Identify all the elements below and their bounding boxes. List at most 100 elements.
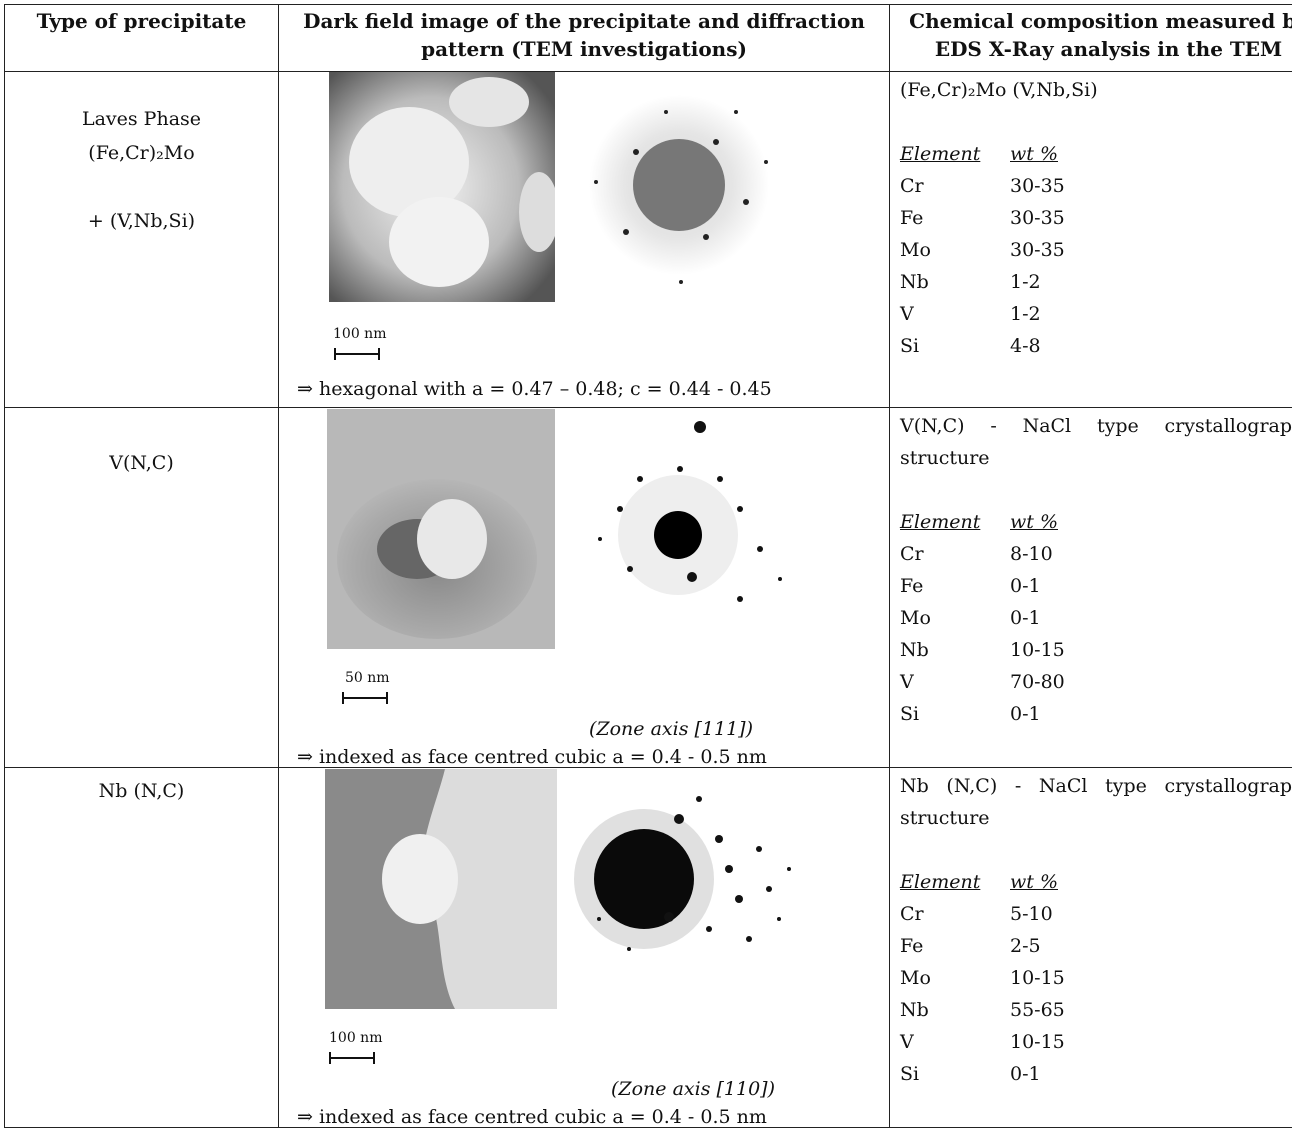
image-cell: 100 nm ⇒ hexagonal with a = 0.47 – 0.48;… [279, 72, 890, 408]
type-line: V(N,C) [5, 446, 278, 480]
element-wt: 5-10 [1010, 898, 1053, 930]
element-wt: 10-15 [1010, 1026, 1065, 1058]
element-symbol: Mo [900, 602, 1010, 634]
element-wt: 10-15 [1010, 962, 1065, 994]
lattice-note: ⇒ hexagonal with a = 0.47 – 0.48; c = 0.… [297, 378, 772, 400]
diffraction-pattern [566, 72, 796, 298]
image-cell: 100 nm (Zone axis [110]) ⇒ indexed as fa… [279, 768, 890, 1128]
element-symbol: Nb [900, 266, 1010, 298]
wt-label: wt % [1010, 866, 1058, 898]
tem-dark-field-image [329, 72, 555, 302]
zone-axis-label: (Zone axis [110]) [611, 1078, 775, 1100]
element-symbol: V [900, 666, 1010, 698]
element-symbol: Cr [900, 538, 1010, 570]
header-composition: Chemical composition measured by EDS X-R… [890, 5, 1292, 72]
element-wt: 10-15 [1010, 634, 1065, 666]
tem-dark-field-image [325, 769, 557, 1009]
element-symbol: Fe [900, 570, 1010, 602]
element-label: Element [900, 138, 1010, 170]
composition-description: V(N,C) - NaCl type crystallographic stru… [900, 410, 1292, 474]
header-image: Dark field image of the precipitate and … [279, 5, 890, 72]
element-symbol: Si [900, 698, 1010, 730]
table-row: Nb (N,C) 100 nm (Zone axis [110]) ⇒ inde… [5, 768, 1292, 1128]
type-cell: Laves Phase (Fe,Cr)₂Mo + (V,Nb,Si) [5, 72, 279, 408]
element-symbol: Nb [900, 634, 1010, 666]
type-line: (Fe,Cr)₂Mo [5, 136, 278, 170]
type-cell: V(N,C) [5, 408, 279, 768]
type-line: Nb (N,C) [5, 774, 278, 808]
type-line: + (V,Nb,Si) [5, 204, 278, 238]
table-row: Laves Phase (Fe,Cr)₂Mo + (V,Nb,Si) [5, 72, 1292, 408]
element-label: Element [900, 866, 1010, 898]
wt-label: wt % [1010, 506, 1058, 538]
wt-label: wt % [1010, 138, 1058, 170]
composition-description: (Fe,Cr)₂Mo (V,Nb,Si) [900, 74, 1292, 106]
element-label: Element [900, 506, 1010, 538]
composition-description: Nb (N,C) - NaCl type crystallographic st… [900, 770, 1292, 834]
element-symbol: V [900, 1026, 1010, 1058]
header-row: Type of precipitate Dark field image of … [5, 5, 1292, 72]
type-line: Laves Phase [5, 102, 278, 136]
element-wt: 0-1 [1010, 1058, 1041, 1090]
element-symbol: Si [900, 1058, 1010, 1090]
element-wt: 0-1 [1010, 602, 1041, 634]
composition-cell: Nb (N,C) - NaCl type crystallographic st… [890, 768, 1292, 1128]
scale-label: 50 nm [345, 670, 390, 686]
scale-bar [334, 348, 380, 360]
element-symbol: Cr [900, 898, 1010, 930]
scale-label: 100 nm [329, 1030, 382, 1046]
element-wt: 30-35 [1010, 202, 1065, 234]
element-symbol: Fe [900, 202, 1010, 234]
precipitate-table: Type of precipitate Dark field image of … [4, 4, 1292, 1128]
element-symbol: Cr [900, 170, 1010, 202]
image-cell: 50 nm (Zone axis [111]) ⇒ indexed as fac… [279, 408, 890, 768]
tem-dark-field-image [327, 409, 555, 649]
scale-bar [342, 692, 388, 704]
header-type: Type of precipitate [5, 5, 279, 72]
element-wt: 0-1 [1010, 698, 1041, 730]
element-wt: 30-35 [1010, 234, 1065, 266]
element-symbol: Nb [900, 994, 1010, 1026]
scale-label: 100 nm [333, 326, 386, 342]
diffraction-pattern [580, 409, 798, 647]
scale-bar [329, 1052, 375, 1064]
type-cell: Nb (N,C) [5, 768, 279, 1128]
element-wt: 2-5 [1010, 930, 1041, 962]
element-wt: 55-65 [1010, 994, 1065, 1026]
element-wt: 1-2 [1010, 266, 1041, 298]
lattice-note: ⇒ indexed as face centred cubic a = 0.4 … [297, 746, 767, 768]
lattice-note: ⇒ indexed as face centred cubic a = 0.4 … [297, 1106, 767, 1128]
element-symbol: Mo [900, 234, 1010, 266]
element-wt: 1-2 [1010, 298, 1041, 330]
element-wt: 30-35 [1010, 170, 1065, 202]
zone-axis-label: (Zone axis [111]) [589, 718, 753, 740]
element-symbol: Mo [900, 962, 1010, 994]
element-symbol: V [900, 298, 1010, 330]
diffraction-pattern [569, 769, 803, 989]
element-wt: 8-10 [1010, 538, 1053, 570]
element-symbol: Si [900, 330, 1010, 362]
element-wt: 4-8 [1010, 330, 1041, 362]
